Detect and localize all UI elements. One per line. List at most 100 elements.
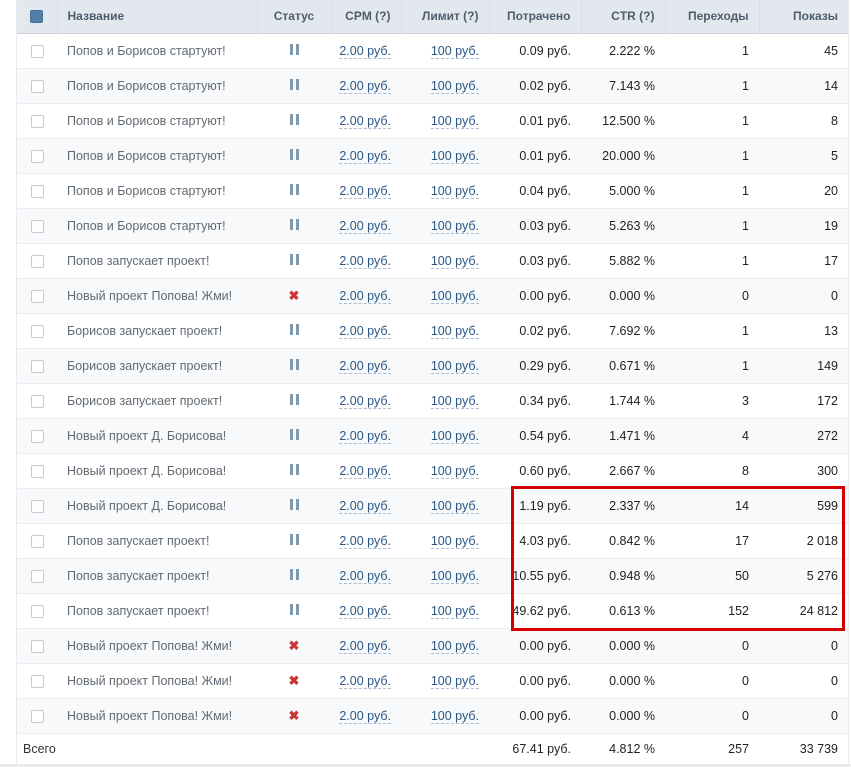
cpm-link[interactable]: 2.00 руб.: [339, 463, 391, 479]
cpm-link[interactable]: 2.00 руб.: [339, 498, 391, 514]
pause-icon[interactable]: [288, 323, 300, 335]
pause-icon[interactable]: [288, 568, 300, 580]
pause-icon[interactable]: [288, 358, 300, 370]
campaign-name[interactable]: Борисов запускает проект!: [57, 383, 257, 419]
pause-icon[interactable]: [288, 498, 300, 510]
row-checkbox[interactable]: [30, 429, 44, 443]
limit-link[interactable]: 100 руб.: [430, 638, 479, 654]
pause-icon[interactable]: [288, 393, 300, 405]
limit-link[interactable]: 100 руб.: [430, 463, 479, 479]
campaign-name[interactable]: Попов запускает проект!: [57, 558, 257, 594]
cpm-link[interactable]: 2.00 руб.: [339, 673, 391, 689]
select-all-checkbox[interactable]: [30, 10, 44, 24]
row-checkbox[interactable]: [30, 79, 44, 93]
campaign-name[interactable]: Новый проект Д. Борисова!: [57, 418, 257, 454]
row-checkbox[interactable]: [30, 359, 44, 373]
pause-icon[interactable]: [288, 43, 300, 55]
column-header-name[interactable]: Название: [56, 0, 257, 34]
pause-icon[interactable]: [288, 603, 300, 615]
campaign-name[interactable]: Новый проект Попова! Жми!: [57, 628, 257, 664]
column-header-clicks[interactable]: Переходы: [664, 0, 759, 34]
limit-link[interactable]: 100 руб.: [430, 708, 479, 724]
limit-link[interactable]: 100 руб.: [430, 603, 479, 619]
limit-link[interactable]: 100 руб.: [430, 568, 479, 584]
pause-icon[interactable]: [288, 148, 300, 160]
campaign-name[interactable]: Попов и Борисов стартуют!: [57, 208, 257, 244]
cpm-link[interactable]: 2.00 руб.: [339, 43, 391, 59]
limit-link[interactable]: 100 руб.: [430, 43, 479, 59]
pause-icon[interactable]: [288, 533, 300, 545]
pause-icon[interactable]: [288, 253, 300, 265]
limit-link[interactable]: 100 руб.: [430, 428, 479, 444]
pause-icon[interactable]: [288, 78, 300, 90]
campaign-name[interactable]: Попов запускает проект!: [57, 593, 257, 629]
campaign-name[interactable]: Борисов запускает проект!: [57, 313, 257, 349]
campaign-name[interactable]: Попов и Борисов стартуют!: [57, 33, 257, 69]
campaign-name[interactable]: Попов и Борисов стартуют!: [57, 68, 257, 104]
cpm-link[interactable]: 2.00 руб.: [339, 638, 391, 654]
cpm-link[interactable]: 2.00 руб.: [339, 358, 391, 374]
column-header-impressions[interactable]: Показы: [758, 0, 848, 34]
limit-link[interactable]: 100 руб.: [430, 78, 479, 94]
campaign-name[interactable]: Борисов запускает проект!: [57, 348, 257, 384]
pause-icon[interactable]: [288, 113, 300, 125]
campaign-name[interactable]: Попов и Борисов стартуют!: [57, 138, 257, 174]
cpm-link[interactable]: 2.00 руб.: [339, 113, 391, 129]
limit-link[interactable]: 100 руб.: [430, 148, 479, 164]
campaign-name[interactable]: Новый проект Попова! Жми!: [57, 698, 257, 734]
limit-link[interactable]: 100 руб.: [430, 183, 479, 199]
column-header-spent[interactable]: Потрачено: [488, 0, 581, 34]
column-header-status[interactable]: Статус: [256, 0, 331, 34]
limit-link[interactable]: 100 руб.: [430, 218, 479, 234]
campaign-name[interactable]: Новый проект Д. Борисова!: [57, 453, 257, 489]
row-checkbox[interactable]: [30, 569, 44, 583]
row-checkbox[interactable]: [30, 639, 44, 653]
row-checkbox[interactable]: [30, 184, 44, 198]
limit-link[interactable]: 100 руб.: [430, 323, 479, 339]
stopped-icon[interactable]: ✖: [288, 287, 300, 303]
cpm-link[interactable]: 2.00 руб.: [339, 708, 391, 724]
campaign-name[interactable]: Новый проект Попова! Жми!: [57, 278, 257, 314]
limit-link[interactable]: 100 руб.: [430, 358, 479, 374]
cpm-link[interactable]: 2.00 руб.: [339, 568, 391, 584]
row-checkbox[interactable]: [30, 709, 44, 723]
cpm-link[interactable]: 2.00 руб.: [339, 218, 391, 234]
limit-link[interactable]: 100 руб.: [430, 288, 479, 304]
stopped-icon[interactable]: ✖: [288, 672, 300, 688]
cpm-link[interactable]: 2.00 руб.: [339, 428, 391, 444]
limit-link[interactable]: 100 руб.: [430, 533, 479, 549]
cpm-link[interactable]: 2.00 руб.: [339, 78, 391, 94]
row-checkbox[interactable]: [30, 149, 44, 163]
column-header-limit[interactable]: Лимит (?): [400, 0, 489, 34]
campaign-name[interactable]: Попов запускает проект!: [57, 243, 257, 279]
limit-link[interactable]: 100 руб.: [430, 393, 479, 409]
row-checkbox[interactable]: [30, 114, 44, 128]
cpm-link[interactable]: 2.00 руб.: [339, 148, 391, 164]
limit-link[interactable]: 100 руб.: [430, 498, 479, 514]
limit-link[interactable]: 100 руб.: [430, 113, 479, 129]
row-checkbox[interactable]: [30, 289, 44, 303]
stopped-icon[interactable]: ✖: [288, 707, 300, 723]
pause-icon[interactable]: [288, 428, 300, 440]
pause-icon[interactable]: [288, 183, 300, 195]
cpm-link[interactable]: 2.00 руб.: [339, 603, 391, 619]
campaign-name[interactable]: Попов запускает проект!: [57, 523, 257, 559]
cpm-link[interactable]: 2.00 руб.: [339, 253, 391, 269]
row-checkbox[interactable]: [30, 254, 44, 268]
campaign-name[interactable]: Попов и Борисов стартуют!: [57, 173, 257, 209]
campaign-name[interactable]: Попов и Борисов стартуют!: [57, 103, 257, 139]
row-checkbox[interactable]: [30, 324, 44, 338]
limit-link[interactable]: 100 руб.: [430, 253, 479, 269]
cpm-link[interactable]: 2.00 руб.: [339, 533, 391, 549]
cpm-link[interactable]: 2.00 руб.: [339, 323, 391, 339]
row-checkbox[interactable]: [30, 219, 44, 233]
row-checkbox[interactable]: [30, 534, 44, 548]
row-checkbox[interactable]: [30, 44, 44, 58]
cpm-link[interactable]: 2.00 руб.: [339, 393, 391, 409]
campaign-name[interactable]: Новый проект Попова! Жми!: [57, 663, 257, 699]
stopped-icon[interactable]: ✖: [288, 637, 300, 653]
campaign-name[interactable]: Новый проект Д. Борисова!: [57, 488, 257, 524]
cpm-link[interactable]: 2.00 руб.: [339, 288, 391, 304]
row-checkbox[interactable]: [30, 464, 44, 478]
cpm-link[interactable]: 2.00 руб.: [339, 183, 391, 199]
